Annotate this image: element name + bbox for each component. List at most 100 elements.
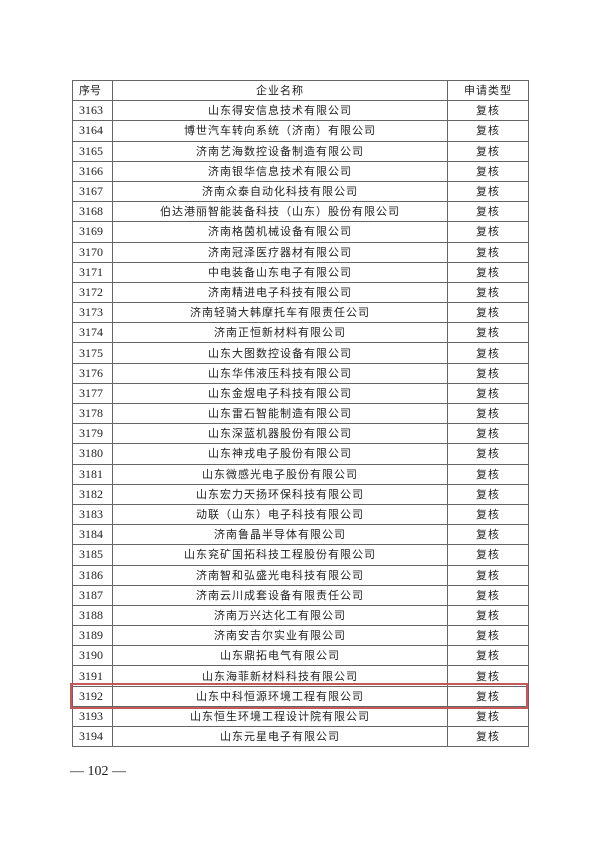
table-row: 3194 山东元星电子有限公司 复核	[72, 725, 529, 748]
table-row: 3182 山东宏力天扬环保科技有限公司 复核	[72, 483, 529, 505]
table-row: 3173 济南轻骑大韩摩托车有限责任公司 复核	[72, 302, 529, 324]
table-row: 3193 山东恒生环境工程设计院有限公司 复核	[72, 705, 529, 728]
company-name-cell: 济南正恒新材料有限公司	[112, 322, 448, 344]
table-row: 3175 山东大图数控设备有限公司 复核	[72, 342, 529, 364]
company-name-cell: 山东雷石智能制造有限公司	[112, 402, 448, 425]
application-type-cell: 复核	[447, 503, 529, 526]
table-row: 3185 山东兖矿国拓科技工程股份有限公司 复核	[72, 544, 529, 566]
table-row: 3170 济南冠泽医疗器材有限公司 复核	[72, 241, 529, 263]
serial-cell: 3179	[72, 423, 113, 445]
serial-cell: 3190	[72, 645, 113, 667]
application-type-cell: 复核	[447, 665, 529, 687]
serial-cell: 3175	[72, 342, 113, 364]
application-type-cell: 复核	[447, 281, 529, 304]
company-name-cell: 山东宏力天扬环保科技有限公司	[112, 483, 448, 505]
application-type-cell: 复核	[447, 423, 529, 445]
application-type-cell: 复核	[447, 645, 529, 667]
application-type-cell: 复核	[447, 685, 529, 707]
serial-cell: 3164	[72, 120, 113, 142]
company-name-cell: 济南格茵机械设备有限公司	[112, 221, 448, 243]
application-type-cell: 复核	[447, 382, 529, 405]
company-name-cell: 济南鲁晶半导体有限公司	[112, 524, 448, 546]
application-type-cell: 复核	[447, 100, 529, 122]
table-row: 3183 动联（山东）电子科技有限公司 复核	[72, 503, 529, 526]
company-name-cell: 济南云川成套设备有限责任公司	[112, 584, 448, 606]
table-row: 3164 博世汽车转向系统（济南）有限公司 复核	[72, 120, 529, 142]
serial-cell: 3174	[72, 322, 113, 344]
serial-cell: 3188	[72, 604, 113, 627]
application-type-cell: 复核	[447, 483, 529, 505]
serial-cell: 3187	[72, 584, 113, 606]
serial-cell: 3168	[72, 201, 113, 223]
serial-cell: 3181	[72, 463, 113, 485]
application-type-cell: 复核	[447, 705, 529, 728]
table-row: 3187 济南云川成套设备有限责任公司 复核	[72, 584, 529, 606]
application-type-cell: 复核	[447, 463, 529, 485]
company-name-cell: 伯达港丽智能装备科技（山东）股份有限公司	[112, 201, 448, 223]
table-row: 3180 山东神戎电子股份有限公司 复核	[72, 443, 529, 465]
company-name-cell: 济南轻骑大韩摩托车有限责任公司	[112, 302, 448, 324]
application-type-cell: 复核	[447, 443, 529, 465]
application-type-cell: 复核	[447, 120, 529, 142]
company-table: 序号 企业名称 申请类型 3163 山东得安信息技术有限公司 复核 3164 博世汽车转…	[72, 79, 529, 748]
company-name-cell: 济南万兴达化工有限公司	[112, 604, 448, 627]
serial-cell: 3191	[72, 665, 113, 687]
serial-cell: 3186	[72, 564, 113, 586]
table-row: 3163 山东得安信息技术有限公司 复核	[72, 100, 529, 122]
header-serial: 序号	[72, 79, 113, 102]
company-name-cell: 博世汽车转向系统（济南）有限公司	[112, 120, 448, 142]
serial-cell: 3184	[72, 524, 113, 546]
table-row: 3181 山东微感光电子股份有限公司 复核	[72, 463, 529, 485]
company-name-cell: 山东鼎拓电气有限公司	[112, 645, 448, 667]
serial-cell: 3193	[72, 705, 113, 728]
serial-cell: 3178	[72, 402, 113, 425]
table-row: 3178 山东雷石智能制造有限公司 复核	[72, 402, 529, 425]
serial-cell: 3182	[72, 483, 113, 505]
serial-cell: 3189	[72, 625, 113, 647]
company-name-cell: 山东恒生环境工程设计院有限公司	[112, 705, 448, 728]
application-type-cell: 复核	[447, 201, 529, 223]
serial-cell: 3192	[72, 685, 113, 707]
serial-cell: 3170	[72, 241, 113, 263]
company-name-cell: 济南冠泽医疗器材有限公司	[112, 241, 448, 263]
table-row: 3171 中电装备山东电子有限公司 复核	[72, 261, 529, 283]
company-name-cell: 济南精进电子科技有限公司	[112, 281, 448, 304]
company-name-cell: 山东深蓝机器股份有限公司	[112, 423, 448, 445]
table-row: 3166 济南银华信息技术有限公司 复核	[72, 160, 529, 182]
company-name-cell: 中电装备山东电子有限公司	[112, 261, 448, 283]
application-type-cell: 复核	[447, 342, 529, 364]
company-name-cell: 山东元星电子有限公司	[112, 725, 448, 748]
application-type-cell: 复核	[447, 362, 529, 384]
serial-cell: 3172	[72, 281, 113, 304]
table-row: 3179 山东深蓝机器股份有限公司 复核	[72, 423, 529, 445]
serial-cell: 3183	[72, 503, 113, 526]
company-name-cell: 山东金煜电子科技有限公司	[112, 382, 448, 405]
company-name-cell: 济南智和弘盛光电科技有限公司	[112, 564, 448, 586]
serial-cell: 3163	[72, 100, 113, 122]
application-type-cell: 复核	[447, 180, 529, 203]
application-type-cell: 复核	[447, 221, 529, 243]
serial-cell: 3176	[72, 362, 113, 384]
company-name-cell: 山东大图数控设备有限公司	[112, 342, 448, 364]
application-type-cell: 复核	[447, 564, 529, 586]
table-row: 3189 济南安吉尔实业有限公司 复核	[72, 625, 529, 647]
page-number: — 102 —	[70, 764, 126, 779]
table-row: 3174 济南正恒新材料有限公司 复核	[72, 322, 529, 344]
table-row: 3192 山东中科恒源环境工程有限公司 复核	[72, 685, 529, 707]
serial-cell: 3173	[72, 302, 113, 324]
company-name-cell: 山东神戎电子股份有限公司	[112, 443, 448, 465]
company-name-cell: 山东华伟液压科技有限公司	[112, 362, 448, 384]
serial-cell: 3185	[72, 544, 113, 566]
application-type-cell: 复核	[447, 261, 529, 283]
header-application-type: 申请类型	[447, 79, 529, 102]
application-type-cell: 复核	[447, 544, 529, 566]
company-name-cell: 山东得安信息技术有限公司	[112, 100, 448, 122]
serial-cell: 3165	[72, 140, 113, 162]
serial-cell: 3194	[72, 725, 113, 748]
table-row: 3188 济南万兴达化工有限公司 复核	[72, 604, 529, 627]
company-name-cell: 山东海菲新材料科技有限公司	[112, 665, 448, 687]
serial-cell: 3177	[72, 382, 113, 405]
company-name-cell: 济南艺海数控设备制造有限公司	[112, 140, 448, 162]
table-row: 3165 济南艺海数控设备制造有限公司 复核	[72, 140, 529, 162]
company-name-cell: 动联（山东）电子科技有限公司	[112, 503, 448, 526]
